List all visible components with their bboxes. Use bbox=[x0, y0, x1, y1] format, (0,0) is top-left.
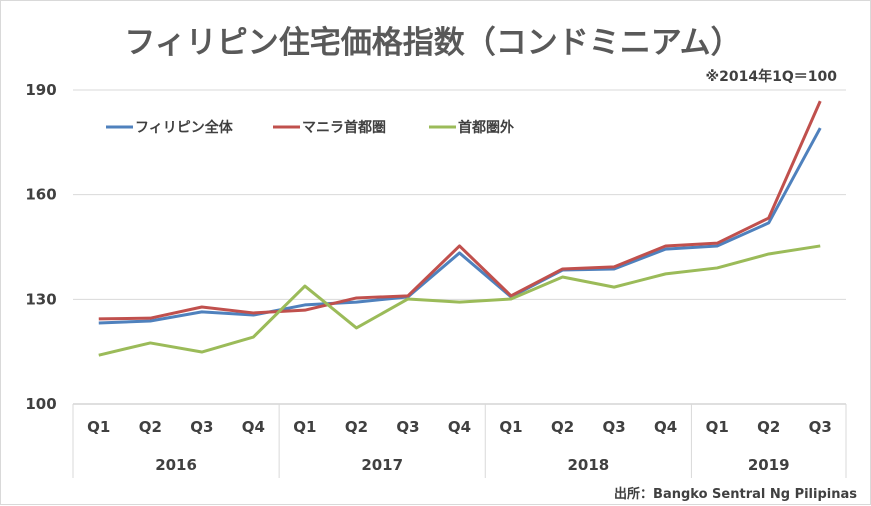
x-tick-label: Q1 bbox=[87, 418, 110, 436]
legend-label: マニラ首都圏 bbox=[302, 119, 386, 136]
base-note: ※2014年1Q＝100 bbox=[706, 68, 838, 85]
x-tick-label: Q2 bbox=[345, 418, 368, 436]
year-label: 2016 bbox=[155, 456, 197, 474]
year-label: 2018 bbox=[567, 456, 609, 474]
y-tick-label: 160 bbox=[25, 186, 56, 204]
x-tick-label: Q2 bbox=[139, 418, 162, 436]
x-tick-label: Q4 bbox=[448, 418, 471, 436]
legend-label: フィリピン全体 bbox=[135, 119, 234, 136]
x-tick-label: Q3 bbox=[190, 418, 213, 436]
x-tick-label: Q4 bbox=[242, 418, 265, 436]
source-note: 出所：Bangko Sentral Ng Pilipinas bbox=[614, 486, 857, 502]
x-tick-label: Q3 bbox=[809, 418, 832, 436]
x-tick-label: Q3 bbox=[396, 418, 419, 436]
x-tick-label: Q3 bbox=[602, 418, 625, 436]
x-tick-label: Q4 bbox=[654, 418, 677, 436]
series-line-2 bbox=[99, 246, 820, 355]
x-tick-label: Q2 bbox=[757, 418, 780, 436]
x-tick-label: Q1 bbox=[499, 418, 522, 436]
y-tick-label: 190 bbox=[25, 81, 56, 99]
x-tick-label: Q1 bbox=[706, 418, 729, 436]
y-tick-label: 130 bbox=[25, 290, 56, 308]
x-tick-label: Q2 bbox=[551, 418, 574, 436]
chart-title: フィリピン住宅価格指数（コンドミニアム） bbox=[124, 25, 741, 61]
series-line-0 bbox=[99, 128, 820, 323]
year-label: 2017 bbox=[361, 456, 403, 474]
legend-label: 首都圏外 bbox=[458, 119, 514, 136]
x-tick-label: Q1 bbox=[293, 418, 316, 436]
y-tick-label: 100 bbox=[25, 395, 56, 413]
year-label: 2019 bbox=[748, 456, 790, 474]
